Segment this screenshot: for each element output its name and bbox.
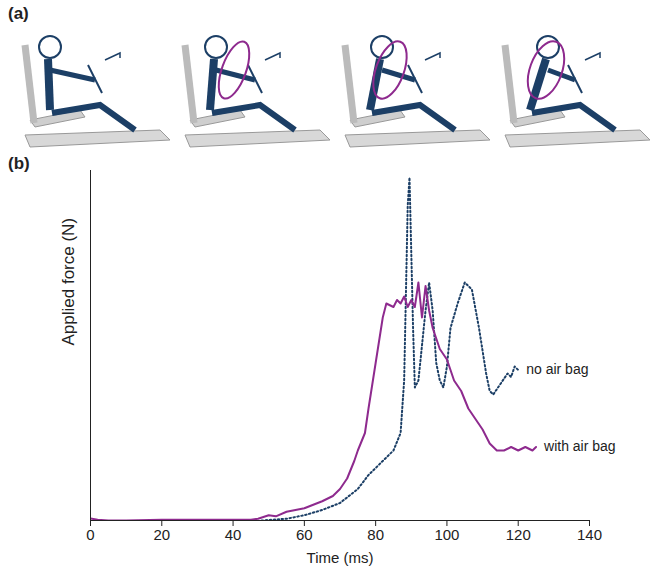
svg-text:with air bag: with air bag (543, 438, 616, 454)
svg-text:Applied force (N): Applied force (N) (59, 218, 78, 346)
svg-text:120: 120 (506, 526, 531, 543)
svg-text:no air bag: no air bag (526, 361, 588, 377)
svg-text:60: 60 (296, 526, 313, 543)
svg-text:40: 40 (225, 526, 242, 543)
svg-text:140: 140 (577, 526, 602, 543)
svg-text:0: 0 (86, 526, 94, 543)
svg-text:Time (ms): Time (ms) (307, 549, 374, 566)
svg-text:80: 80 (367, 526, 384, 543)
html-text:(b): (b) (8, 154, 30, 173)
svg-text:20: 20 (153, 526, 170, 543)
html-text:(a): (a) (8, 4, 29, 23)
svg-text:100: 100 (434, 526, 459, 543)
